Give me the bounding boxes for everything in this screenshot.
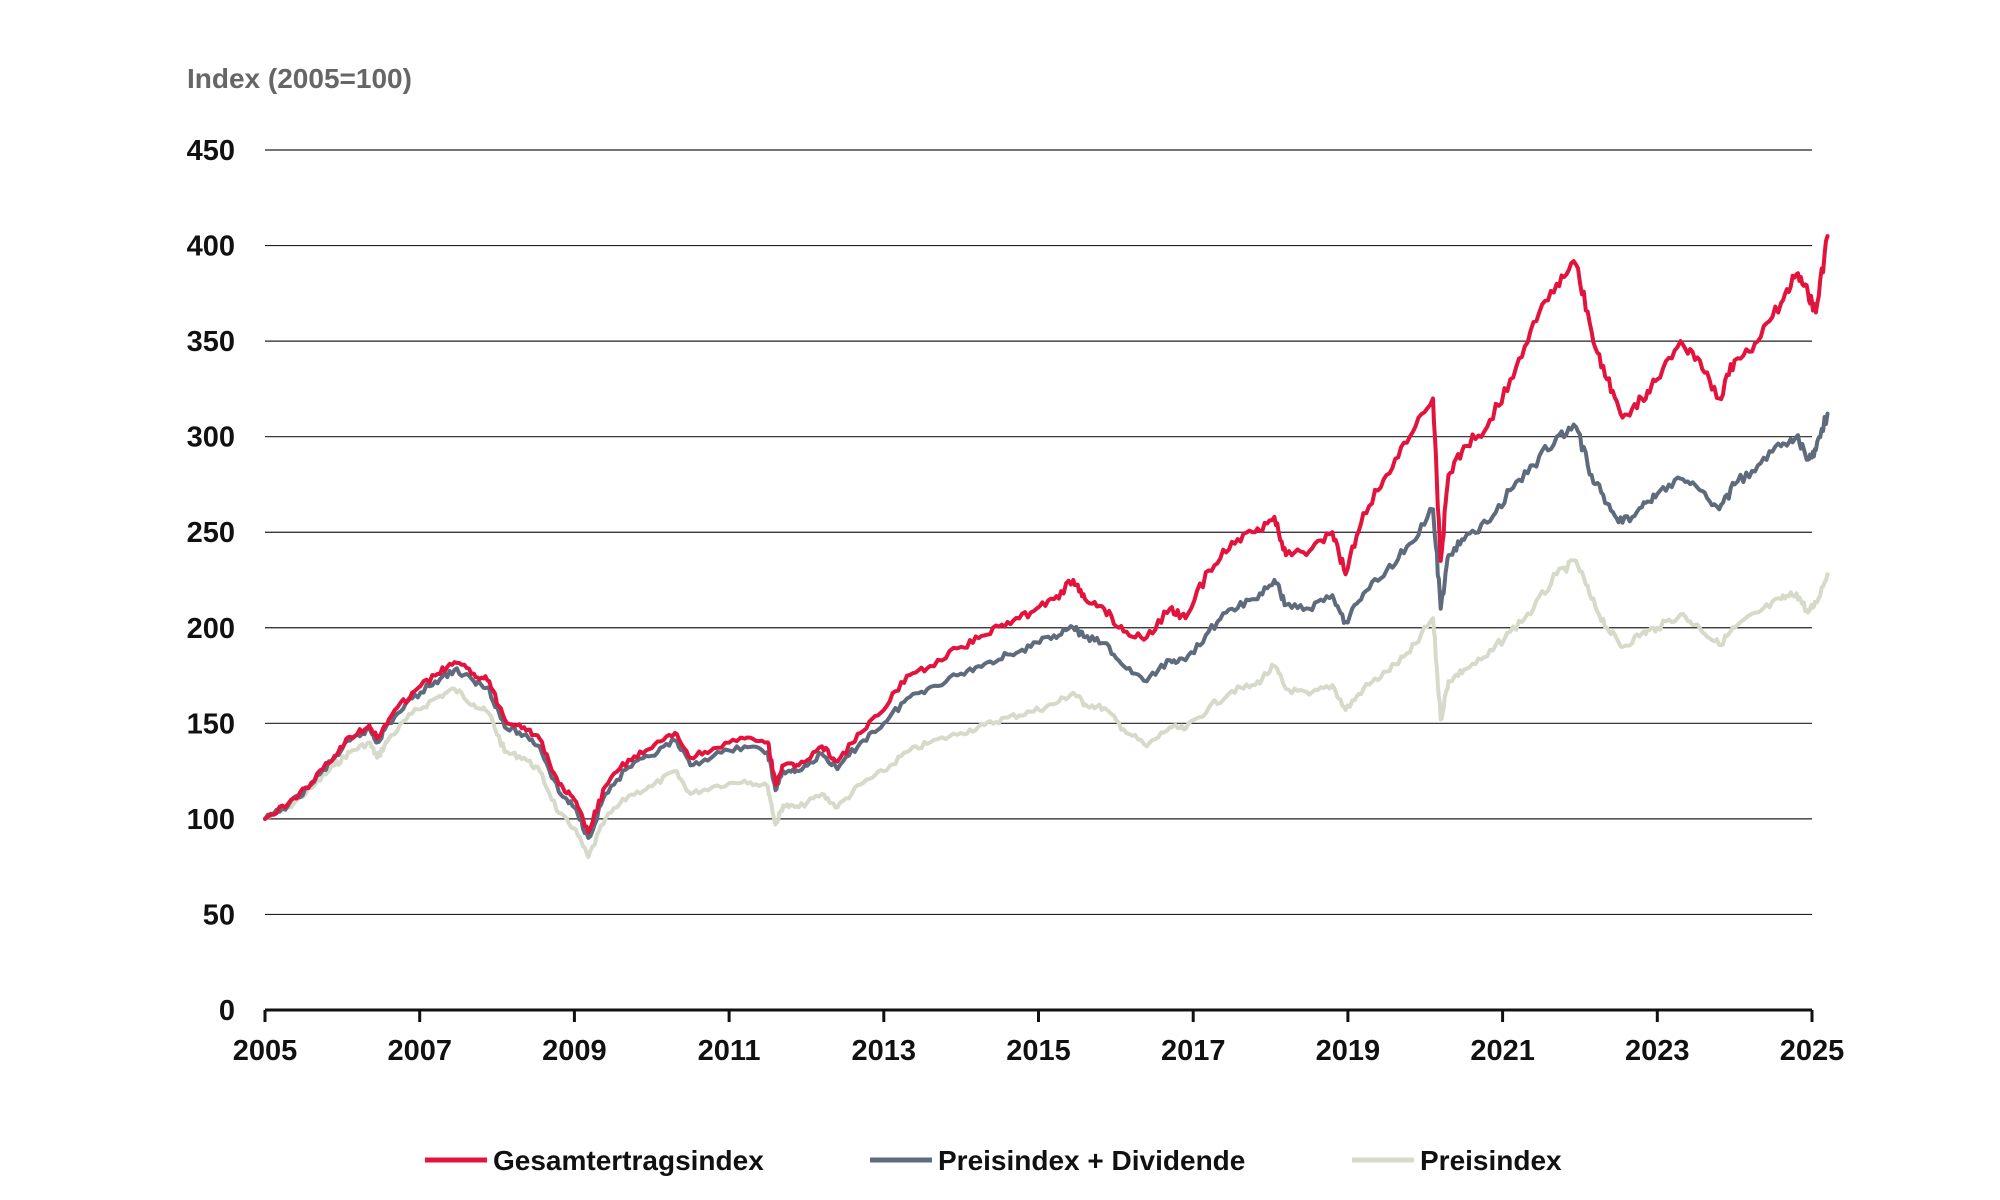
x-tick-label: 2009: [542, 1035, 607, 1067]
x-tick-label: 2025: [1780, 1035, 1845, 1067]
series-lines: [263, 234, 1830, 860]
x-tick-label: 2017: [1161, 1035, 1226, 1067]
y-tick-label: 350: [187, 326, 235, 358]
y-tick-label: 100: [187, 804, 235, 836]
x-tick-label: 2005: [233, 1035, 298, 1067]
y-tick-label: 200: [187, 613, 235, 645]
y-tick-label: 450: [187, 135, 235, 167]
y-tick-label: 0: [219, 995, 235, 1027]
x-tick-label: 2015: [1006, 1035, 1071, 1067]
series-line-2: [263, 411, 1830, 840]
x-axis: [263, 1008, 1814, 1022]
legend: Gesamtertragsindex Preisindex + Dividende…: [425, 1145, 1562, 1176]
x-tick-label: 2011: [698, 1035, 761, 1067]
x-tick-label: 2019: [1316, 1035, 1381, 1067]
y-tick-label: 50: [203, 899, 235, 931]
x-tick-label: 2023: [1625, 1035, 1690, 1067]
gridlines: [265, 149, 1812, 916]
x-tick-label: 2013: [852, 1035, 917, 1067]
x-tick-label: 2007: [387, 1035, 452, 1067]
legend-label: Preisindex + Dividende: [938, 1145, 1245, 1176]
legend-label: Gesamtertragsindex: [493, 1145, 764, 1176]
x-axis-ticks: 2005 2007 2009 2011 2013 2015 2017 2019 2021 2023…: [233, 1035, 1845, 1067]
y-tick-label: 300: [187, 422, 235, 454]
x-tick-label: 2021: [1470, 1035, 1535, 1067]
y-tick-label: 400: [187, 231, 235, 263]
y-tick-label: 150: [187, 708, 235, 740]
y-tick-label: 250: [187, 517, 235, 549]
y-axis-ticks: 0 50 100 150 200 250 300 350 400 450: [187, 135, 235, 1027]
series-line-1: [263, 558, 1830, 860]
y-axis-label: Index (2005=100): [187, 63, 412, 94]
series-line-3: [263, 234, 1830, 835]
legend-label: Preisindex: [1420, 1145, 1562, 1176]
